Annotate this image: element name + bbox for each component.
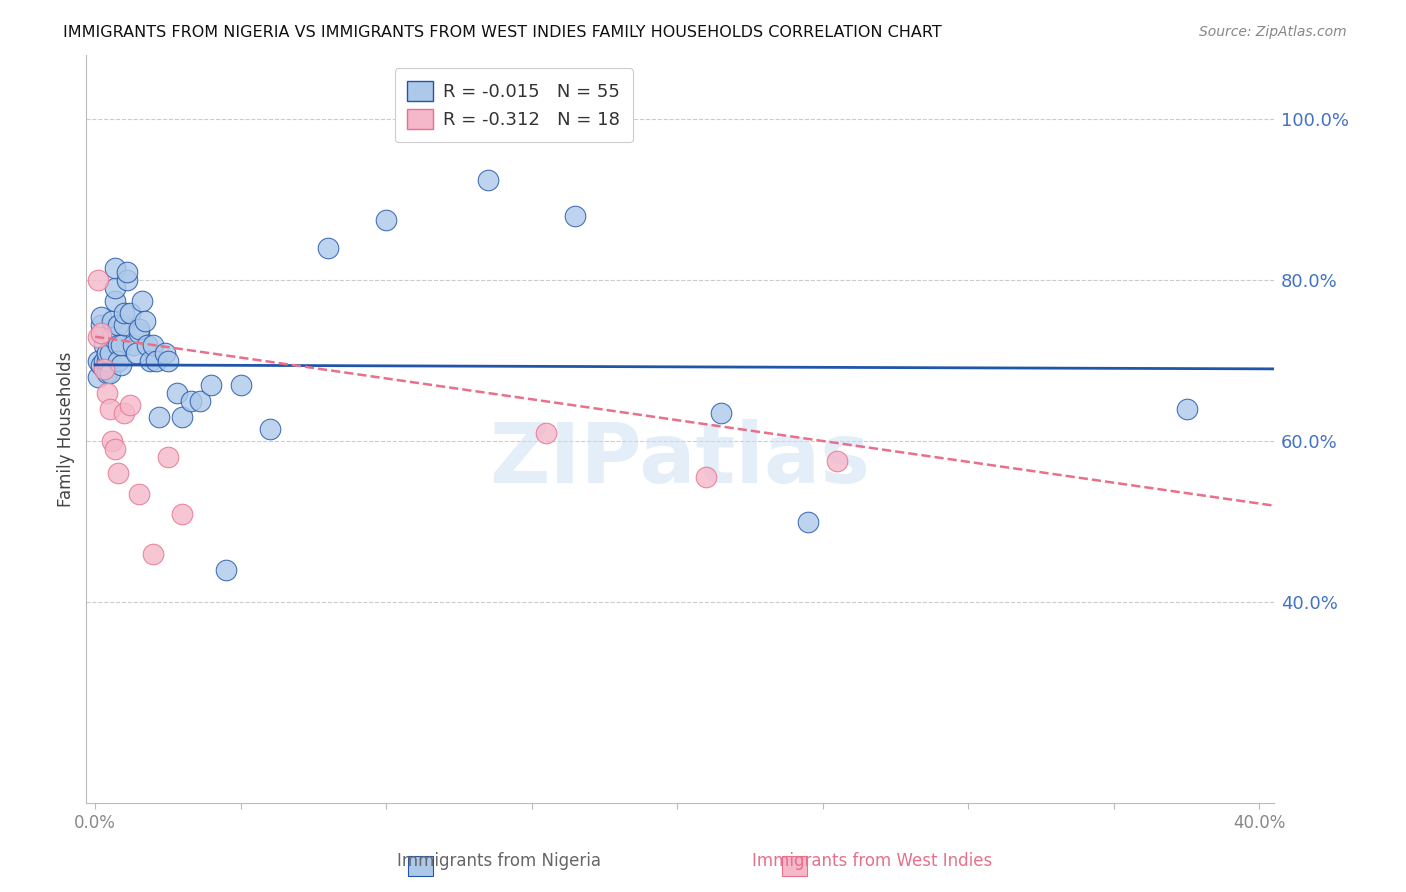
- Text: Source: ZipAtlas.com: Source: ZipAtlas.com: [1199, 25, 1347, 39]
- Point: [477, 173, 499, 187]
- Point: [825, 454, 848, 468]
- Point: [148, 410, 170, 425]
- Point: [131, 293, 153, 308]
- Point: [93, 354, 115, 368]
- Point: [107, 354, 129, 368]
- Point: [87, 273, 110, 287]
- Point: [90, 318, 112, 332]
- Point: [110, 358, 132, 372]
- Point: [87, 354, 110, 368]
- Point: [142, 547, 165, 561]
- Point: [93, 337, 115, 351]
- Y-axis label: Family Households: Family Households: [58, 351, 75, 507]
- Point: [1175, 402, 1198, 417]
- Point: [180, 394, 202, 409]
- Point: [112, 305, 135, 319]
- Point: [200, 378, 222, 392]
- Text: IMMIGRANTS FROM NIGERIA VS IMMIGRANTS FROM WEST INDIES FAMILY HOUSEHOLDS CORRELA: IMMIGRANTS FROM NIGERIA VS IMMIGRANTS FR…: [63, 25, 942, 40]
- Point: [107, 467, 129, 481]
- Text: ZIPatlas: ZIPatlas: [489, 418, 870, 500]
- Point: [128, 326, 150, 340]
- Point: [107, 318, 129, 332]
- Point: [98, 346, 121, 360]
- Point: [229, 378, 252, 392]
- Point: [104, 281, 127, 295]
- Point: [104, 293, 127, 308]
- Point: [153, 346, 176, 360]
- Point: [710, 406, 733, 420]
- Point: [534, 426, 557, 441]
- Point: [166, 386, 188, 401]
- Point: [90, 358, 112, 372]
- Point: [93, 362, 115, 376]
- Point: [96, 346, 118, 360]
- Point: [104, 261, 127, 276]
- Point: [101, 434, 124, 449]
- Point: [96, 354, 118, 368]
- Point: [110, 337, 132, 351]
- Point: [172, 410, 194, 425]
- Point: [115, 265, 138, 279]
- Point: [87, 329, 110, 343]
- Point: [96, 386, 118, 401]
- Point: [90, 310, 112, 324]
- Point: [259, 422, 281, 436]
- Point: [101, 313, 124, 327]
- Point: [128, 486, 150, 500]
- Point: [98, 366, 121, 380]
- Point: [96, 366, 118, 380]
- Point: [172, 507, 194, 521]
- Point: [145, 354, 167, 368]
- Point: [156, 354, 179, 368]
- Point: [98, 402, 121, 417]
- Point: [564, 209, 586, 223]
- Point: [128, 321, 150, 335]
- Point: [101, 329, 124, 343]
- Point: [695, 470, 717, 484]
- Point: [121, 337, 143, 351]
- Point: [316, 241, 339, 255]
- Text: Immigrants from West Indies: Immigrants from West Indies: [752, 852, 991, 870]
- Point: [797, 515, 820, 529]
- Point: [107, 337, 129, 351]
- Point: [112, 318, 135, 332]
- Point: [188, 394, 211, 409]
- Point: [90, 326, 112, 340]
- Point: [375, 213, 398, 227]
- Point: [134, 313, 156, 327]
- Point: [115, 273, 138, 287]
- Point: [139, 354, 162, 368]
- Point: [142, 337, 165, 351]
- Point: [215, 563, 238, 577]
- Point: [104, 442, 127, 457]
- Point: [118, 305, 141, 319]
- Legend: R = -0.015   N = 55, R = -0.312   N = 18: R = -0.015 N = 55, R = -0.312 N = 18: [395, 68, 633, 142]
- Point: [118, 398, 141, 412]
- Point: [112, 406, 135, 420]
- Point: [156, 450, 179, 465]
- Point: [87, 370, 110, 384]
- Point: [136, 337, 159, 351]
- Point: [125, 346, 148, 360]
- Text: Immigrants from Nigeria: Immigrants from Nigeria: [396, 852, 602, 870]
